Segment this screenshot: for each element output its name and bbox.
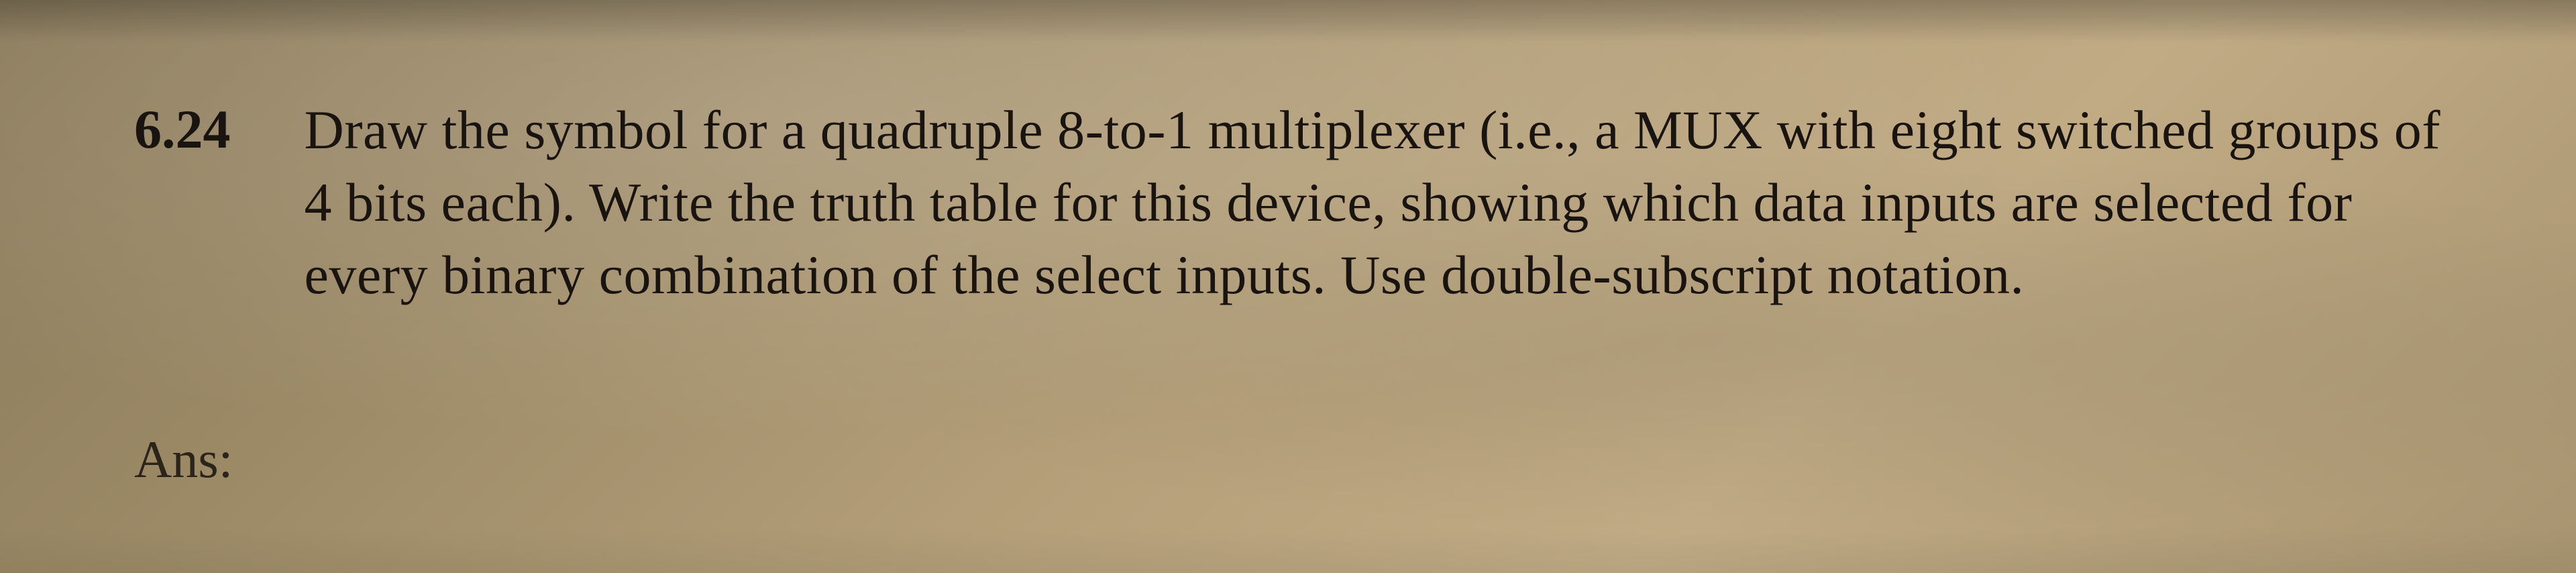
answer-label: Ans: bbox=[134, 429, 233, 490]
question-content: 6.24 Draw the symbol for a quadruple 8-t… bbox=[0, 0, 2576, 312]
question-number: 6.24 bbox=[134, 94, 231, 312]
question-text: Draw the symbol for a quadruple 8-to-1 m… bbox=[305, 94, 2443, 312]
